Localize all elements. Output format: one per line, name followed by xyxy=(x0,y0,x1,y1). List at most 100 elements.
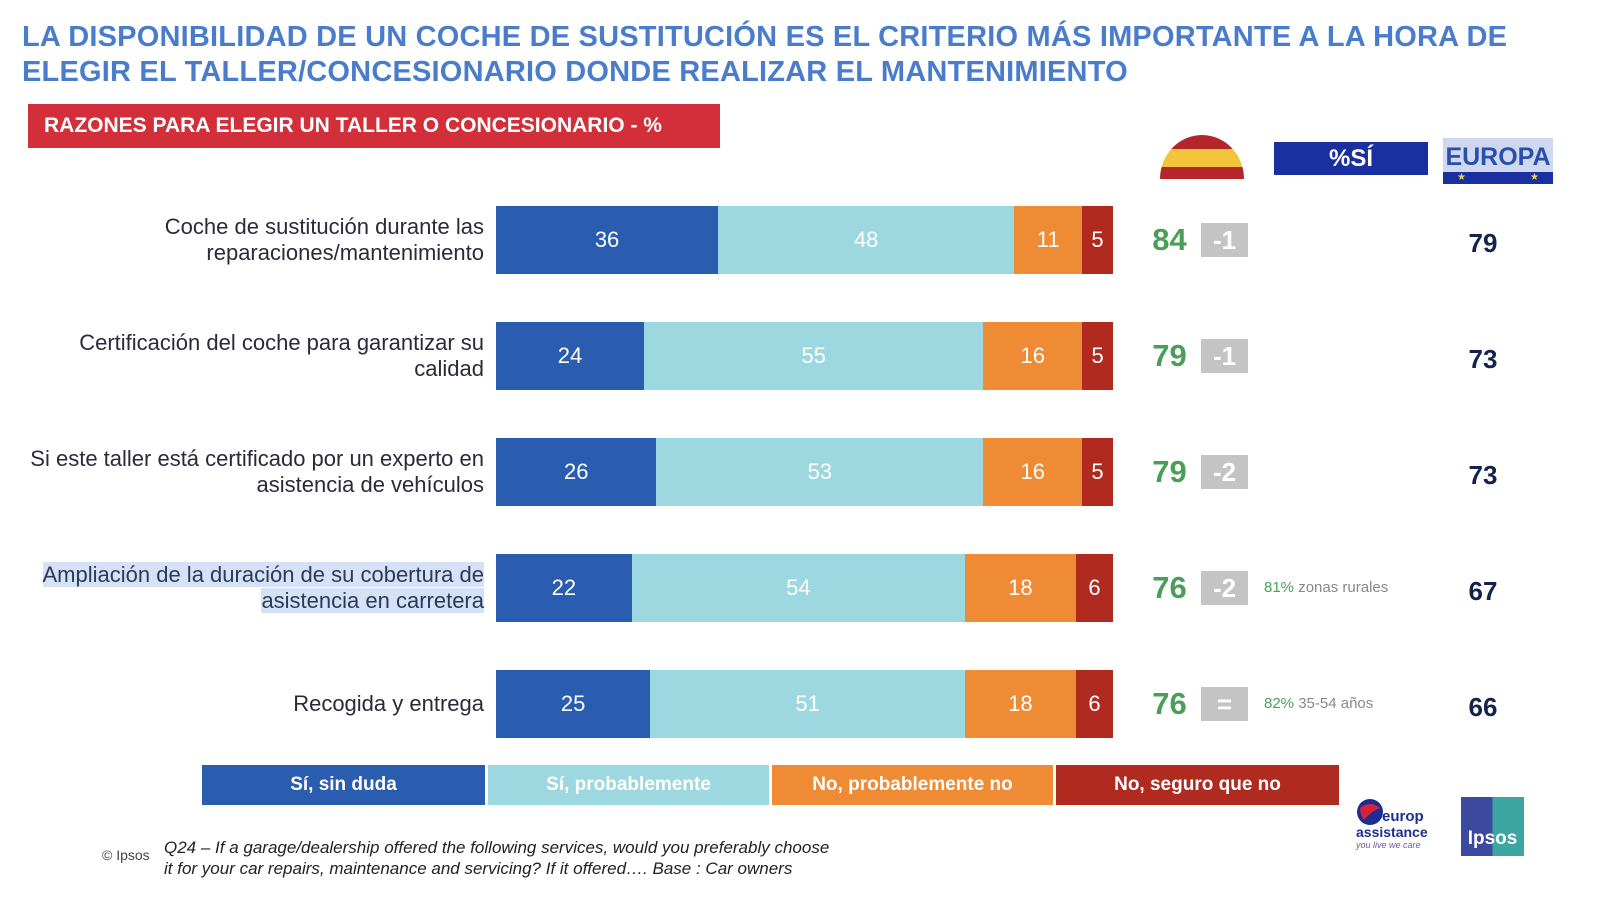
star-icon: ★ xyxy=(1530,172,1539,183)
europ-assistance-logo: europ assistance you live we care xyxy=(1352,798,1428,854)
seg-no-probablemente-no: 16 xyxy=(983,322,1083,390)
seg-no-probablemente-no: 18 xyxy=(964,554,1076,622)
data-label: 51 xyxy=(795,691,820,716)
stacked-bar: 24 55 16 5 xyxy=(496,322,1113,390)
stacked-bar: 26 53 16 5 xyxy=(496,438,1113,506)
data-label: 6 xyxy=(1088,691,1101,716)
seg-si-sin-duda: 36 xyxy=(496,206,719,274)
row-label: Recogida y entrega xyxy=(0,691,484,717)
star-icon: ★ xyxy=(1457,172,1466,183)
eu-stars-band: ★ ★ xyxy=(1443,172,1553,184)
seg-no-probablemente-no: 18 xyxy=(964,670,1076,738)
spain-pct-yes: 79 xyxy=(1152,454,1187,489)
copyright: © Ipsos xyxy=(102,847,150,863)
europe-pct-yes: 73 xyxy=(1468,344,1498,374)
seg-no-seguro-que-no: 5 xyxy=(1082,206,1113,274)
stacked-bar: 25 51 18 6 xyxy=(496,670,1113,738)
ipsos-logo: Ipsos xyxy=(1461,797,1524,856)
row-label-line: Recogida y entrega xyxy=(293,691,484,716)
diff-badge: = xyxy=(1201,687,1248,721)
data-label: 16 xyxy=(1020,343,1046,368)
diff-badge: -1 xyxy=(1201,223,1248,257)
legend-si-sin-duda: Sí, sin duda xyxy=(202,765,485,805)
seg-si-sin-duda: 22 xyxy=(496,554,632,622)
data-label: 5 xyxy=(1091,227,1104,252)
spain-pct-yes: 84 xyxy=(1152,222,1187,257)
europ-logo-tagline: you live we care xyxy=(1356,840,1421,850)
europe-pct-yes: 66 xyxy=(1468,692,1498,722)
note-text: zonas rurales xyxy=(1298,579,1389,596)
seg-si-sin-duda: 25 xyxy=(496,670,651,738)
legend-si-probablemente: Sí, probablemente xyxy=(488,765,769,805)
row-label-line: reparaciones/mantenimiento xyxy=(206,240,484,265)
question-line-2: it for your car repairs, maintenance and… xyxy=(164,859,793,878)
row-label-line: Ampliación de la duración de su cobertur… xyxy=(42,562,484,587)
seg-no-seguro-que-no: 6 xyxy=(1075,670,1113,738)
data-label: 55 xyxy=(801,343,826,368)
row-label-line: Certificación del coche para garantizar … xyxy=(79,330,484,355)
europ-logo-line2: assistance xyxy=(1356,824,1428,840)
legend-no-probablemente-no: No, probablemente no xyxy=(772,765,1053,805)
data-label: 53 xyxy=(807,459,833,484)
diff-badge: -2 xyxy=(1201,455,1248,489)
seg-no-seguro-que-no: 6 xyxy=(1075,554,1113,622)
data-label: 5 xyxy=(1091,459,1104,484)
seg-si-sin-duda: 24 xyxy=(496,322,645,390)
data-label: 18 xyxy=(1008,691,1033,716)
data-label: 6 xyxy=(1088,575,1101,600)
spain-pct-yes: 76 xyxy=(1152,570,1187,605)
row-label-line: asistencia en carretera xyxy=(261,588,484,613)
data-label: 48 xyxy=(853,227,879,252)
data-label: 26 xyxy=(563,459,589,484)
seg-no-probablemente-no: 11 xyxy=(1014,206,1083,274)
note-highlight: 81% xyxy=(1264,579,1295,596)
europe-pct-yes: 67 xyxy=(1468,576,1498,606)
row-label-line: Coche de sustitución durante las xyxy=(164,214,484,239)
spain-pct-yes: 79 xyxy=(1152,338,1187,373)
data-label: 11 xyxy=(1036,227,1060,252)
data-label: 22 xyxy=(551,575,577,600)
ipsos-logo-text: Ipsos xyxy=(1467,828,1518,849)
spain-flag-icon xyxy=(1160,135,1244,179)
question-note: Q24 – If a garage/dealership offered the… xyxy=(164,837,884,879)
seg-si-probablemente: 55 xyxy=(644,322,984,390)
page-title: LA DISPONIBILIDAD DE UN COCHE DE SUSTITU… xyxy=(22,21,1508,88)
row-note: 82% 35-54 años xyxy=(1264,695,1373,712)
row-label: Certificación del coche para garantizar … xyxy=(0,330,484,382)
data-label: 5 xyxy=(1091,343,1104,368)
pct-yes-header: %SÍ xyxy=(1274,142,1428,175)
data-label: 25 xyxy=(560,691,586,716)
data-label: 24 xyxy=(557,343,583,368)
diff-badge: -2 xyxy=(1201,571,1248,605)
row-label-line: calidad xyxy=(414,356,484,381)
row-label: Coche de sustitución durante las reparaci… xyxy=(0,214,484,266)
data-label: 16 xyxy=(1020,459,1045,484)
seg-si-probablemente: 54 xyxy=(631,554,965,622)
seg-no-seguro-que-no: 5 xyxy=(1082,322,1113,390)
data-label: 54 xyxy=(786,575,811,600)
seg-si-probablemente: 53 xyxy=(656,438,984,506)
europe-pct-yes: 73 xyxy=(1468,460,1498,490)
europ-logo-line1: europ xyxy=(1382,808,1424,825)
data-label: 36 xyxy=(594,227,620,252)
row-note: 81% zonas rurales xyxy=(1264,579,1388,596)
stacked-bar: 36 48 11 5 xyxy=(496,206,1113,274)
seg-si-probablemente: 48 xyxy=(718,206,1015,274)
stacked-bar: 22 54 18 6 xyxy=(496,554,1113,622)
row-label: Ampliación de la duración de su cobertur… xyxy=(0,562,484,614)
europe-header: EUROPA ★ ★ xyxy=(1443,138,1553,184)
row-label-line: asistencia de vehículos xyxy=(256,472,484,497)
data-label: 18 xyxy=(1008,575,1033,600)
question-line-1: Q24 – If a garage/dealership offered the… xyxy=(164,838,830,857)
europe-pct-yes: 79 xyxy=(1468,228,1498,258)
note-text: 35-54 años xyxy=(1298,695,1374,712)
diff-badge: -1 xyxy=(1201,339,1248,373)
row-label: Si este taller está certificado por un e… xyxy=(0,446,484,498)
note-highlight: 82% xyxy=(1264,695,1295,712)
legend: Sí, sin duda Sí, probablemente No, proba… xyxy=(202,765,1342,805)
seg-si-sin-duda: 26 xyxy=(496,438,657,506)
europ-assistance-swirl-icon xyxy=(1357,799,1383,825)
seg-si-probablemente: 51 xyxy=(650,670,965,738)
seg-no-seguro-que-no: 5 xyxy=(1082,438,1113,506)
seg-no-probablemente-no: 16 xyxy=(983,438,1083,506)
